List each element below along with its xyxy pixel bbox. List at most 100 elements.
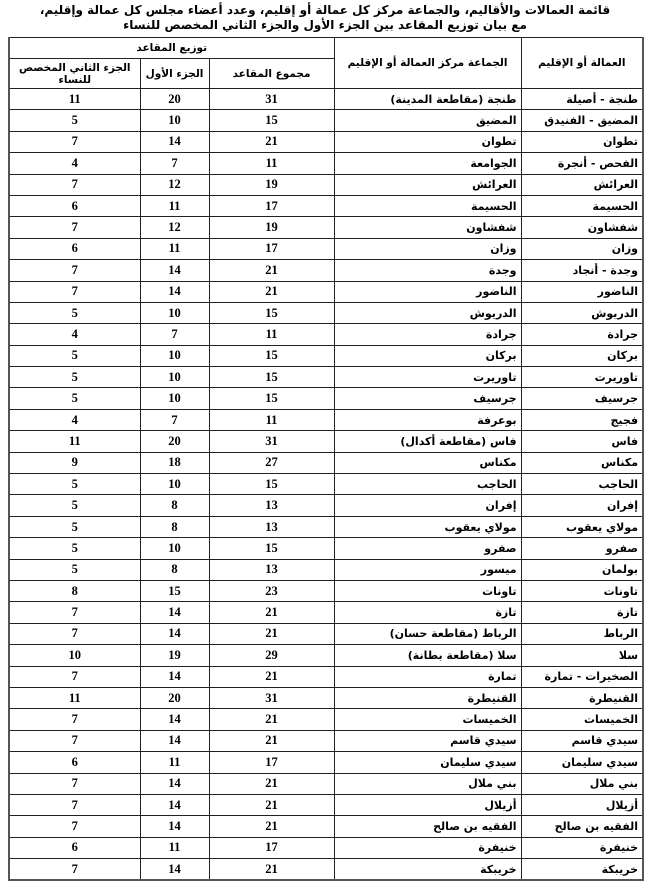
cell-commune: صفرو xyxy=(333,537,522,560)
cell-commune: طنجة (مقاطعة المدينة) xyxy=(333,87,522,111)
cell-second-part: 7 xyxy=(8,708,141,731)
cell-commune: تطوان xyxy=(333,130,522,154)
cell-prefecture: وزان xyxy=(520,237,644,261)
cell-prefecture: مولاي يعقوب xyxy=(520,515,644,539)
cell-commune: تازة xyxy=(333,601,522,624)
cell-commune: الحسيمة xyxy=(333,194,522,218)
cell-second-part: 11 xyxy=(8,686,141,710)
table-row: تطوان تطوان 21 14 7 xyxy=(8,130,644,154)
cell-commune: الحاجب xyxy=(333,473,522,496)
cell-second-part: 7 xyxy=(8,130,141,154)
table-row: وزان وزان 17 11 6 xyxy=(8,237,644,261)
cell-first-part: 14 xyxy=(139,280,210,303)
cell-prefecture: العرائش xyxy=(520,173,644,196)
cell-total: 31 xyxy=(208,686,335,710)
cell-total: 11 xyxy=(208,152,335,175)
cell-prefecture: الحسيمة xyxy=(520,194,644,218)
cell-total: 17 xyxy=(208,836,335,860)
cell-total: 29 xyxy=(208,644,335,667)
cell-total: 15 xyxy=(208,366,335,389)
cell-prefecture: الصخيرات - تمارة xyxy=(520,665,644,688)
cell-prefecture: المضيق - الفنيدق xyxy=(520,109,644,132)
cell-first-part: 8 xyxy=(139,558,210,581)
cell-first-part: 10 xyxy=(139,301,210,325)
cell-first-part: 20 xyxy=(139,87,210,111)
cell-second-part: 5 xyxy=(8,494,141,517)
header-distribution: توزيع المقاعد xyxy=(8,37,335,59)
table-row: الفقيه بن صالح الفقيه بن صالح 21 14 7 xyxy=(8,815,644,838)
table-row: الحاجب الحاجب 15 10 5 xyxy=(8,473,644,496)
cell-commune: المضيق xyxy=(333,109,522,132)
cell-commune: وجدة xyxy=(333,259,522,282)
cell-commune: تمارة xyxy=(333,665,522,688)
cell-first-part: 7 xyxy=(139,152,210,175)
cell-prefecture: خريبكة xyxy=(520,858,644,881)
cell-prefecture: تاونات xyxy=(520,579,644,603)
header-first-part: الجزء الأول xyxy=(139,58,210,89)
cell-total: 15 xyxy=(208,473,335,496)
cell-commune: إفران xyxy=(333,494,522,517)
cell-second-part: 5 xyxy=(8,473,141,496)
table-row: أزيلال أزيلال 21 14 7 xyxy=(8,793,644,817)
cell-total: 21 xyxy=(208,729,335,753)
table-row: العرائش العرائش 19 12 7 xyxy=(8,173,644,196)
cell-commune: الفقيه بن صالح xyxy=(333,815,522,838)
cell-commune: العرائش xyxy=(333,173,522,196)
cell-first-part: 14 xyxy=(139,729,210,753)
table-row: بولمان ميسور 13 8 5 xyxy=(8,558,644,581)
cell-total: 15 xyxy=(208,344,335,368)
cell-second-part: 11 xyxy=(8,430,141,453)
table-row: سيدي سليمان سيدي سليمان 17 11 6 xyxy=(8,751,644,774)
cell-commune: الناضور xyxy=(333,280,522,303)
cell-second-part: 5 xyxy=(8,537,141,560)
cell-first-part: 14 xyxy=(139,259,210,282)
cell-second-part: 10 xyxy=(8,644,141,667)
cell-prefecture: سيدي قاسم xyxy=(520,729,644,753)
cell-second-part: 6 xyxy=(8,194,141,218)
cell-total: 15 xyxy=(208,109,335,132)
cell-first-part: 10 xyxy=(139,537,210,560)
cell-first-part: 14 xyxy=(139,665,210,688)
cell-total: 11 xyxy=(208,408,335,432)
cell-commune: خنيفرة xyxy=(333,836,522,860)
cell-commune: بني ملال xyxy=(333,772,522,795)
cell-first-part: 11 xyxy=(139,237,210,261)
cell-total: 21 xyxy=(208,130,335,154)
cell-commune: أزيلال xyxy=(333,793,522,817)
table-row: إفران إفران 13 8 5 xyxy=(8,494,644,517)
cell-second-part: 6 xyxy=(8,237,141,261)
cell-prefecture: شفشاون xyxy=(520,216,644,239)
cell-commune: فاس (مقاطعة أكدال) xyxy=(333,430,522,453)
table-row: سلا سلا (مقاطعة بطانة) 29 19 10 xyxy=(8,644,644,667)
header-commune: الجماعة مركز العمالة أو الإقليم xyxy=(333,37,522,89)
cell-prefecture: القنيطرة xyxy=(520,686,644,710)
table-row: صفرو صفرو 15 10 5 xyxy=(8,537,644,560)
header-prefecture: العمالة أو الإقليم xyxy=(520,37,644,89)
cell-total: 31 xyxy=(208,87,335,111)
table-row: تازة تازة 21 14 7 xyxy=(8,601,644,624)
cell-prefecture: فاس xyxy=(520,430,644,453)
cell-first-part: 14 xyxy=(139,622,210,646)
cell-second-part: 7 xyxy=(8,772,141,795)
cell-commune: سيدي قاسم xyxy=(333,729,522,753)
cell-second-part: 7 xyxy=(8,815,141,838)
cell-prefecture: تازة xyxy=(520,601,644,624)
table-row: فجيج بوعرفة 11 7 4 xyxy=(8,408,644,432)
cell-total: 11 xyxy=(208,323,335,346)
seats-table: العمالة أو الإقليم الجماعة مركز العمالة … xyxy=(8,37,645,882)
cell-prefecture: الفحص - أنجرة xyxy=(520,152,644,175)
cell-total: 21 xyxy=(208,280,335,303)
cell-total: 17 xyxy=(208,237,335,261)
cell-total: 21 xyxy=(208,793,335,817)
cell-first-part: 20 xyxy=(139,430,210,453)
cell-first-part: 10 xyxy=(139,387,210,410)
table-row: سيدي قاسم سيدي قاسم 21 14 7 xyxy=(8,729,644,753)
cell-first-part: 12 xyxy=(139,173,210,196)
cell-commune: مكناس xyxy=(333,451,522,475)
cell-second-part: 4 xyxy=(8,323,141,346)
cell-commune: الرباط (مقاطعة حسان) xyxy=(333,622,522,646)
cell-second-part: 7 xyxy=(8,259,141,282)
table-row: فاس فاس (مقاطعة أكدال) 31 20 11 xyxy=(8,430,644,453)
cell-first-part: 11 xyxy=(139,751,210,774)
cell-prefecture: سلا xyxy=(520,644,644,667)
